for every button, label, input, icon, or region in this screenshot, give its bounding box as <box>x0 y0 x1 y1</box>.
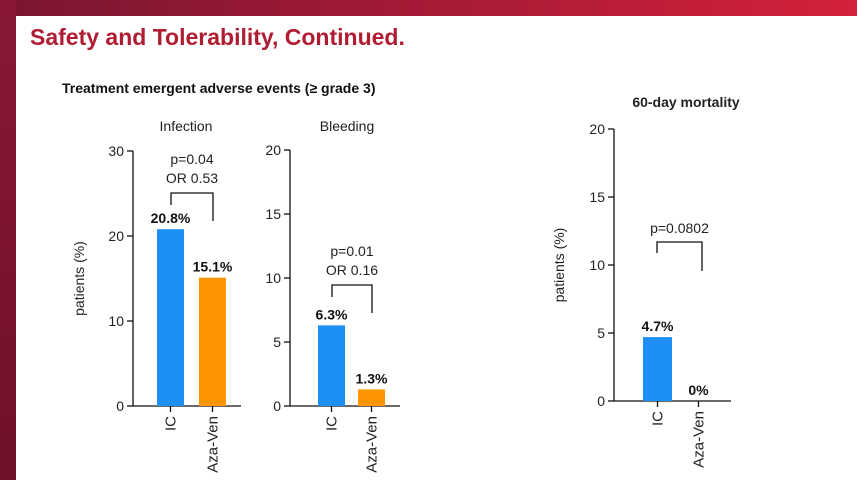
chart2-value-label: 1.3% <box>356 370 388 386</box>
chart3-title: 60-day mortality <box>632 94 740 110</box>
chart1-title: Infection <box>160 118 213 134</box>
chart3-y-tick-label: 10 <box>589 257 605 273</box>
left-accent-band <box>0 0 16 480</box>
chart1-significance-bracket <box>170 192 214 221</box>
chart2-y-tick-label: 20 <box>265 142 281 158</box>
chart1-y-tick-label: 0 <box>116 398 124 414</box>
chart1-bar-ic <box>157 229 184 406</box>
chart3-bar-ic <box>643 337 672 401</box>
chart1-annotation-text: p=0.04 <box>170 151 213 167</box>
chart1-value-label: 15.1% <box>193 259 233 275</box>
chart1-y-axis-label: patients (%) <box>71 241 87 316</box>
chart3-value-label: 0% <box>688 382 709 398</box>
chart2-bar-ic <box>318 325 345 406</box>
chart2-annotation-text: OR 0.16 <box>326 262 378 278</box>
chart3-y-tick-label: 15 <box>589 189 605 205</box>
chart2-y-tick-label: 5 <box>273 334 281 350</box>
chart2-title: Bleeding <box>320 118 375 134</box>
chart3-y-tick-label: 0 <box>597 393 605 409</box>
chart1-bar-aza-ven <box>199 277 226 406</box>
charts-area: Treatment emergent adverse events (≥ gra… <box>62 80 740 473</box>
top-accent-band <box>0 0 857 16</box>
slide-title: Safety and Tolerability, Continued. <box>30 24 405 50</box>
chart2-annotation-text: p=0.01 <box>330 243 373 259</box>
chart3-value-label: 4.7% <box>642 318 674 334</box>
chart3-significance-bracket <box>656 241 703 271</box>
chart2-bar-aza-ven <box>358 389 385 406</box>
chart1-y-tick-label: 30 <box>108 143 124 159</box>
chart3-annotation-text: p=0.0802 <box>650 220 709 236</box>
chart3-category-label: Aza-Ven <box>691 411 708 468</box>
chart2-y-tick-label: 10 <box>265 270 281 286</box>
chart2-category-label: Aza-Ven <box>364 416 381 473</box>
chart1-category-label: IC <box>163 416 180 431</box>
chart2-significance-bracket <box>331 284 373 313</box>
chart3-y-tick-label: 20 <box>589 121 605 137</box>
chart1-y-tick-label: 10 <box>108 313 124 329</box>
chart2-y-tick-label: 15 <box>265 206 281 222</box>
chart3-category-label: IC <box>650 411 667 426</box>
chart2-category-label: IC <box>324 416 341 431</box>
chart1-category-label: Aza-Ven <box>205 416 222 473</box>
section-title: Treatment emergent adverse events (≥ gra… <box>62 80 375 96</box>
chart1-y-tick-label: 20 <box>108 228 124 244</box>
chart2-y-tick-label: 0 <box>273 398 281 414</box>
chart1-value-label: 20.8% <box>151 210 191 226</box>
chart3-y-axis-label: patients (%) <box>551 228 567 303</box>
chart3-y-tick-label: 5 <box>597 325 605 341</box>
slide-canvas: Safety and Tolerability, Continued. Trea… <box>16 16 857 480</box>
chart1-annotation-text: OR 0.53 <box>166 170 218 186</box>
chart2-value-label: 6.3% <box>316 306 348 322</box>
